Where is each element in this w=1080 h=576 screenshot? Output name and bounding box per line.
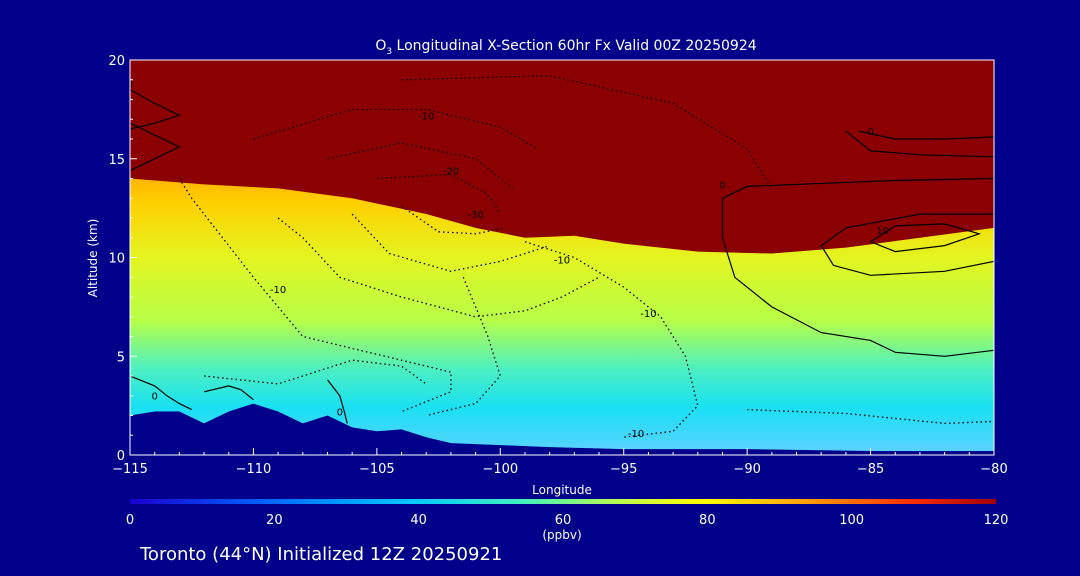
contour-label: 0 bbox=[867, 127, 873, 138]
contour-label: -10 bbox=[554, 255, 570, 266]
y-tick-label: 15 bbox=[108, 153, 125, 168]
contour-line bbox=[327, 142, 514, 189]
stratospheric-ozone-region bbox=[130, 60, 994, 254]
contour-label: 0 bbox=[151, 392, 157, 403]
contour-line bbox=[858, 130, 994, 140]
y-tick-label: 20 bbox=[108, 54, 125, 69]
y-tick-label: 10 bbox=[108, 252, 125, 267]
colorbar-tick-label: 40 bbox=[410, 513, 427, 528]
colorbar-tick-label: 120 bbox=[984, 513, 1009, 528]
contour-label: -10 bbox=[640, 309, 656, 320]
contour-label: -30 bbox=[467, 210, 483, 221]
contour-line bbox=[401, 205, 506, 235]
y-tick-label: 5 bbox=[117, 350, 125, 365]
colorbar bbox=[130, 499, 996, 504]
x-tick-label: −80 bbox=[980, 462, 1007, 477]
x-tick-label: −95 bbox=[610, 462, 637, 477]
contour-line bbox=[253, 108, 538, 150]
contour-line bbox=[351, 213, 550, 272]
contour-line bbox=[820, 213, 994, 276]
chart-title: O3 Longitudinal X-Section 60hr Fx Valid … bbox=[375, 38, 756, 57]
x-tick-label: −100 bbox=[482, 462, 518, 477]
contour-line bbox=[870, 223, 982, 253]
contour-line bbox=[845, 130, 994, 158]
colorbar-label: (ppbv) bbox=[542, 528, 581, 542]
y-tick-label: 0 bbox=[117, 449, 125, 464]
contour-line bbox=[203, 385, 254, 401]
colorbar-tick-label: 20 bbox=[266, 513, 283, 528]
x-tick-label: −105 bbox=[359, 462, 395, 477]
contour-line bbox=[130, 122, 181, 172]
contour-labels: 0 0 0 0 0 10 -10 -20 -30 -10 -10 -10 -10 bbox=[127, 80, 890, 441]
contour-line bbox=[204, 359, 427, 385]
contour-label: -10 bbox=[270, 285, 286, 296]
x-axis-label: Longitude bbox=[532, 483, 592, 497]
x-tick-label: −85 bbox=[857, 462, 884, 477]
contour-line bbox=[130, 89, 182, 130]
x-axis: −115 −110 −105 −100 −95 −90 −85 −80 bbox=[112, 448, 1008, 477]
plot-area: 0 0 0 0 0 10 -10 -20 -30 -10 -10 -10 -10 bbox=[127, 60, 994, 455]
contour-label: 0 bbox=[127, 80, 133, 91]
contour-line bbox=[721, 177, 994, 357]
y-axis-label: Altitude (km) bbox=[86, 219, 100, 298]
colorbar-tick-label: 100 bbox=[839, 513, 864, 528]
contour-label: 0 bbox=[719, 180, 725, 191]
footer-text: Toronto (44°N) Initialized 12Z 20250921 bbox=[139, 544, 502, 565]
y-axis: 0 5 10 15 20 bbox=[108, 54, 137, 464]
colorbar-tick-label: 80 bbox=[699, 513, 716, 528]
x-tick-label: −110 bbox=[236, 462, 272, 477]
contour-label: -10 bbox=[418, 111, 434, 122]
contour-line bbox=[376, 173, 501, 215]
contour-lines bbox=[130, 75, 994, 438]
colorbar-tick-label: 60 bbox=[555, 513, 572, 528]
terrain bbox=[130, 403, 994, 455]
contour-line bbox=[524, 241, 699, 438]
contour-label: -10 bbox=[628, 429, 644, 440]
contour-line bbox=[327, 379, 348, 424]
contour-label: 0 bbox=[337, 408, 343, 419]
contour-line bbox=[277, 217, 600, 318]
colorbar-tick-label: 0 bbox=[126, 513, 134, 528]
contour-line bbox=[130, 375, 192, 411]
contour-label: 10 bbox=[877, 226, 890, 237]
contour-line bbox=[178, 178, 452, 413]
colorbar-ticks: 0 20 40 60 80 100 120 bbox=[126, 513, 1009, 528]
x-tick-label: −90 bbox=[733, 462, 760, 477]
contour-label: -20 bbox=[443, 167, 459, 178]
x-tick-label: −115 bbox=[112, 462, 148, 477]
contour-line bbox=[401, 75, 773, 189]
